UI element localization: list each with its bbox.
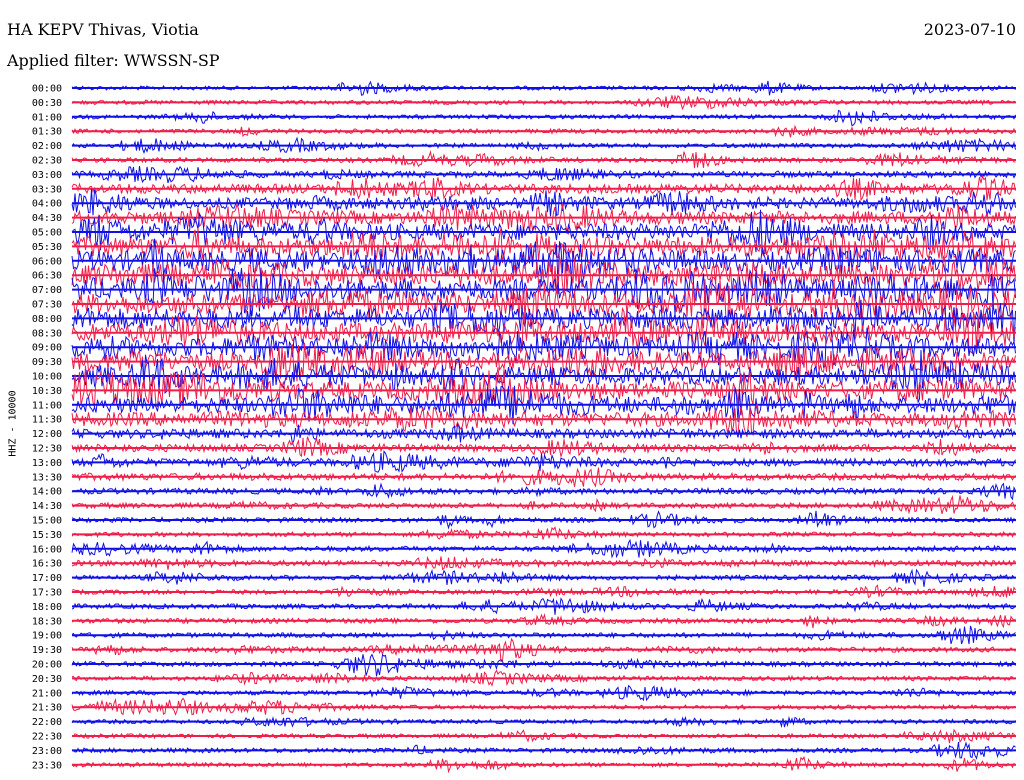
time-label: 16:00	[32, 544, 62, 555]
time-label: 21:30	[32, 703, 62, 714]
trace-line	[71, 136, 1016, 155]
time-label: 10:30	[32, 386, 62, 397]
time-label: 20:00	[32, 660, 62, 671]
time-label: 13:00	[32, 458, 62, 469]
trace-line	[71, 653, 1016, 677]
trace-line	[71, 422, 1016, 446]
trace-line	[71, 669, 1016, 687]
trace-line	[71, 612, 1016, 629]
trace-line	[71, 526, 1016, 540]
time-label: 17:00	[32, 573, 62, 584]
time-label: 09:00	[32, 343, 62, 354]
time-label: 23:00	[32, 746, 62, 757]
trace-line	[71, 385, 1016, 425]
time-label: 04:30	[32, 213, 62, 224]
trace-line	[71, 365, 1016, 411]
trace-line	[71, 299, 1016, 344]
time-label: 08:00	[32, 314, 62, 325]
trace-line	[71, 637, 1016, 663]
time-label: 14:30	[32, 501, 62, 512]
trace-line	[71, 349, 1016, 403]
trace-line	[71, 625, 1016, 645]
time-label: 01:30	[32, 127, 62, 138]
time-label: 09:30	[32, 357, 62, 368]
trace-line	[71, 342, 1016, 383]
trace-line	[71, 165, 1016, 184]
trace-line	[71, 174, 1016, 202]
trace-rows	[71, 80, 1016, 774]
trace-line	[71, 510, 1016, 530]
time-label: 10:00	[32, 372, 62, 383]
trace-line	[71, 189, 1016, 217]
time-label: 00:00	[32, 84, 62, 95]
time-label: 08:30	[32, 328, 62, 339]
time-label: 20:30	[32, 674, 62, 685]
time-label: 03:30	[32, 184, 62, 195]
time-labels: 00:00 00:30 01:00 01:30 02:00 02:30 03:00 03:30…	[32, 84, 62, 772]
trace-line	[71, 228, 1016, 266]
time-label: 19:30	[32, 645, 62, 656]
time-label: 13:30	[32, 472, 62, 483]
trace-line	[71, 467, 1016, 488]
station-title: HA KEPV Thivas, Viotia	[7, 20, 199, 39]
time-label: 11:00	[32, 400, 62, 411]
time-label: 02:00	[32, 141, 62, 152]
trace-line	[71, 94, 1016, 111]
trace-line	[71, 728, 1016, 744]
time-label: 14:00	[32, 487, 62, 498]
time-label: 06:30	[32, 271, 62, 282]
trace-line	[71, 80, 1016, 96]
trace-line	[71, 755, 1016, 774]
time-label: 22:00	[32, 717, 62, 728]
trace-line	[71, 436, 1016, 458]
time-label: 23:30	[32, 760, 62, 771]
trace-line	[71, 584, 1016, 599]
trace-line	[71, 597, 1016, 615]
time-label: 18:30	[32, 616, 62, 627]
trace-line	[71, 254, 1016, 298]
time-label: 18:00	[32, 602, 62, 613]
trace-line	[71, 741, 1016, 760]
trace-line	[71, 449, 1016, 473]
trace-line	[71, 109, 1016, 127]
time-label: 15:00	[32, 516, 62, 527]
time-label: 12:30	[32, 444, 62, 455]
time-label: 00:30	[32, 98, 62, 109]
trace-line	[71, 684, 1016, 702]
time-label: 01:00	[32, 112, 62, 123]
time-label: 02:30	[32, 156, 62, 167]
date-label: 2023-07-10	[923, 20, 1016, 39]
time-label: 04:00	[32, 199, 62, 210]
time-label: 06:00	[32, 256, 62, 267]
trace-line	[71, 697, 1016, 716]
time-label: 12:00	[32, 429, 62, 440]
time-label: 05:30	[32, 242, 62, 253]
trace-line	[71, 538, 1016, 559]
time-label: 11:30	[32, 415, 62, 426]
trace-line	[71, 555, 1016, 571]
trace-line	[71, 267, 1016, 317]
time-label: 05:00	[32, 228, 62, 239]
time-label: 15:30	[32, 530, 62, 541]
trace-line	[71, 202, 1016, 235]
trace-line	[71, 150, 1016, 169]
time-label: 22:30	[32, 732, 62, 743]
time-label: 21:00	[32, 688, 62, 699]
time-label: 17:30	[32, 588, 62, 599]
trace-line	[71, 124, 1016, 138]
trace-line	[71, 482, 1016, 501]
trace-line	[71, 495, 1016, 515]
time-label: 03:00	[32, 170, 62, 181]
filter-label: Applied filter: WWSSN-SP	[7, 51, 220, 70]
time-label: 07:00	[32, 285, 62, 296]
time-label: 19:00	[32, 631, 62, 642]
time-label: 16:30	[32, 559, 62, 570]
trace-line	[71, 325, 1016, 372]
trace-line	[71, 715, 1016, 729]
trace-line	[71, 568, 1016, 587]
time-label: 07:30	[32, 300, 62, 311]
trace-line	[71, 403, 1016, 437]
